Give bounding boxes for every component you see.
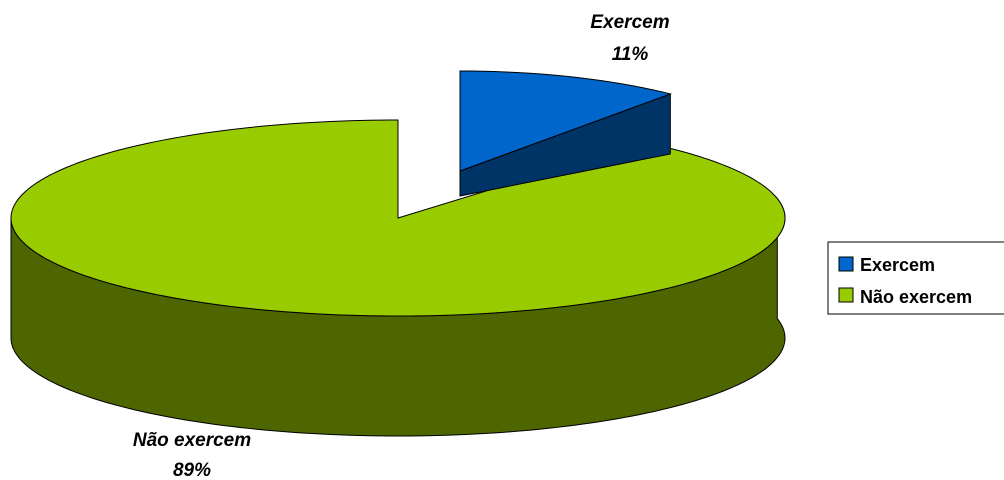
legend-label-exercem: Exercem bbox=[860, 255, 935, 275]
slice-label-exercem: Exercem bbox=[590, 12, 669, 33]
legend-box bbox=[827, 241, 1004, 315]
slice-pct-nao-exercem: 89% bbox=[173, 460, 211, 480]
legend-swatch-nao-exercem bbox=[838, 287, 854, 303]
slice-label-nao-exercem: Não exercem bbox=[133, 430, 251, 451]
legend-swatch-exercem bbox=[838, 256, 854, 272]
legend-label-nao-exercem: Não exercem bbox=[860, 287, 972, 307]
slice-pct-exercem: 11% bbox=[612, 44, 649, 65]
slice-top-exercem bbox=[459, 70, 673, 172]
legend: Exercem Não exercem bbox=[827, 241, 1004, 315]
pie-slices bbox=[10, 70, 786, 437]
